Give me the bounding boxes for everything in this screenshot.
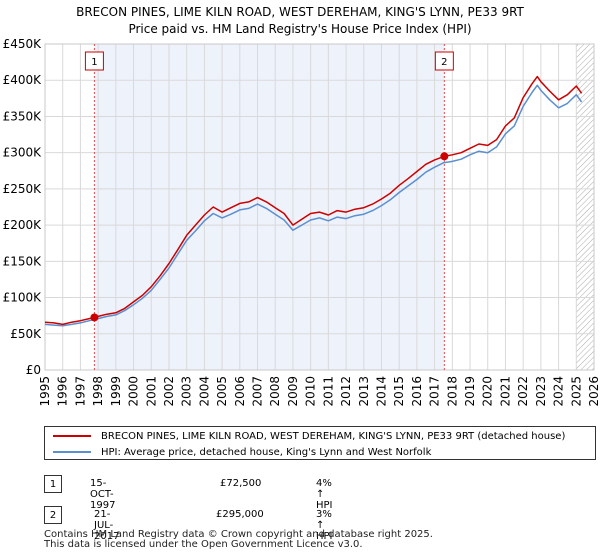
sale-hpi-1: 4% ↑ HPI bbox=[316, 478, 333, 511]
chart-subtitle: Price paid vs. HM Land Registry's House … bbox=[128, 22, 472, 36]
sale-marker-label: 1 bbox=[91, 57, 97, 68]
footer-line-2: This data is licensed under the Open Gov… bbox=[44, 539, 363, 550]
sale-marker-box bbox=[434, 51, 454, 71]
x-tick-label: 1999 bbox=[109, 376, 123, 407]
ownership-shade bbox=[94, 44, 445, 370]
y-tick-label: £50K bbox=[10, 327, 42, 341]
x-tick-label: 2010 bbox=[304, 376, 318, 407]
y-tick-label: £250K bbox=[3, 182, 43, 196]
x-tick-label: 2008 bbox=[268, 376, 282, 407]
x-tick-label: 2004 bbox=[197, 376, 211, 407]
x-tick-label: 2017 bbox=[428, 376, 442, 407]
x-tick-label: 2005 bbox=[215, 376, 229, 407]
x-tick-label: 2006 bbox=[233, 376, 247, 407]
sale-badge-2: 2 bbox=[44, 506, 62, 524]
y-tick-label: £350K bbox=[3, 109, 43, 123]
y-tick-label: £100K bbox=[3, 291, 43, 305]
sale-price-2: £295,000 bbox=[216, 509, 264, 520]
x-tick-label: 2022 bbox=[516, 376, 530, 407]
legend-item-property: BRECON PINES, LIME KILN ROAD, WEST DEREH… bbox=[53, 428, 565, 444]
x-tick-label: 2015 bbox=[392, 376, 406, 407]
x-tick-label: 2003 bbox=[180, 376, 194, 407]
x-tick-label: 2018 bbox=[445, 376, 459, 407]
y-tick-label: £0 bbox=[26, 363, 41, 377]
legend-swatch-hpi bbox=[53, 451, 91, 453]
chart-title: BRECON PINES, LIME KILN ROAD, WEST DEREH… bbox=[76, 5, 524, 19]
legend-swatch-property bbox=[53, 435, 91, 437]
x-tick-label: 2019 bbox=[463, 376, 477, 407]
x-tick-label: 1998 bbox=[91, 376, 105, 407]
sale-badge-1: 1 bbox=[44, 475, 62, 493]
y-tick-label: £400K bbox=[3, 73, 43, 87]
sale-date-2: 21-JUL-2017 bbox=[94, 509, 120, 542]
x-tick-label: 2016 bbox=[410, 376, 424, 407]
footer: Contains HM Land Registry data © Crown c… bbox=[44, 530, 433, 550]
x-tick-label: 2000 bbox=[127, 376, 141, 407]
x-tick-label: 2007 bbox=[251, 376, 265, 407]
x-tick-label: 2001 bbox=[144, 376, 158, 407]
x-tick-label: 1995 bbox=[38, 376, 52, 407]
y-tick-label: £150K bbox=[3, 254, 43, 268]
chart-title-block: BRECON PINES, LIME KILN ROAD, WEST DEREH… bbox=[0, 4, 600, 38]
x-tick-label: 2014 bbox=[374, 376, 388, 407]
x-tick-label: 2013 bbox=[357, 376, 371, 407]
x-tick-label: 2021 bbox=[498, 376, 512, 407]
x-tick-label: 2009 bbox=[286, 376, 300, 407]
sale-hpi-2: 3% ↑ HPI bbox=[316, 509, 333, 542]
legend-item-hpi: HPI: Average price, detached house, King… bbox=[53, 444, 431, 460]
y-tick-label: £200K bbox=[3, 218, 43, 232]
sale-point bbox=[90, 313, 99, 322]
x-tick-label: 2012 bbox=[339, 376, 353, 407]
x-tick-label: 1997 bbox=[73, 376, 87, 407]
y-tick-label: £300K bbox=[3, 146, 43, 160]
forecast-hatch bbox=[576, 44, 594, 370]
plot-border bbox=[44, 43, 595, 371]
sale-point bbox=[440, 152, 449, 161]
series-line-property bbox=[44, 75, 583, 326]
y-tick-label: £450K bbox=[3, 37, 43, 51]
x-tick-label: 2002 bbox=[162, 376, 176, 407]
legend-label-property: BRECON PINES, LIME KILN ROAD, WEST DEREH… bbox=[101, 430, 566, 442]
x-tick-label: 2026 bbox=[587, 376, 600, 407]
x-tick-label: 2024 bbox=[552, 376, 566, 407]
x-tick-label: 2023 bbox=[534, 376, 548, 407]
legend-label-hpi: HPI: Average price, detached house, King… bbox=[101, 446, 432, 458]
x-tick-label: 2011 bbox=[321, 376, 335, 407]
sale-marker-label: 2 bbox=[441, 57, 447, 68]
sale-date-1: 15-OCT-1997 bbox=[90, 478, 116, 511]
legend: BRECON PINES, LIME KILN ROAD, WEST DEREH… bbox=[44, 426, 596, 460]
sale-price-1: £72,500 bbox=[220, 478, 262, 489]
sale-marker-box bbox=[84, 51, 104, 71]
series-line-hpi bbox=[44, 84, 583, 327]
x-tick-label: 2020 bbox=[481, 376, 495, 407]
footer-line-1: Contains HM Land Registry data © Crown c… bbox=[44, 529, 433, 540]
x-tick-label: 2025 bbox=[569, 376, 583, 407]
price-chart: 1 2 £0 £50K £100K £150K £200K £250K £300K £350K £… bbox=[3, 37, 600, 407]
x-tick-label: 1996 bbox=[56, 376, 70, 407]
